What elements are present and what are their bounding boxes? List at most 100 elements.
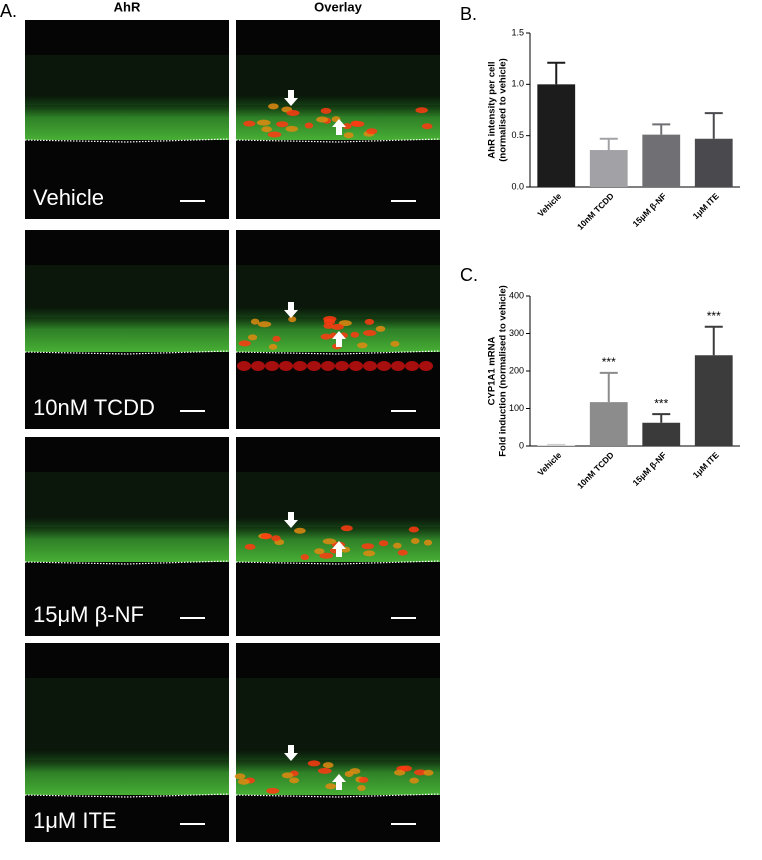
basement-line: [24, 350, 230, 355]
nucleus: [237, 361, 251, 371]
basement-line: [235, 138, 441, 143]
y-tick-label: 0: [519, 440, 524, 450]
nucleus: [285, 125, 298, 132]
x-tick-label: 10nM TCDD: [575, 450, 616, 491]
nucleus: [268, 343, 278, 350]
bar: [589, 150, 628, 187]
nucleus: [272, 335, 281, 342]
y-axis-label: CYP1A1 mRNA: [487, 337, 498, 406]
bar: [589, 402, 628, 446]
x-tick-label: 1μM ITE: [691, 450, 721, 480]
epithelium: [25, 95, 229, 140]
nucleus: [349, 361, 363, 371]
nucleus: [378, 540, 389, 547]
nucleus: [323, 322, 334, 329]
nucleus: [294, 527, 306, 534]
y-tick-label: 300: [509, 328, 524, 338]
y-axis-label: (normalised to vehicle): [498, 58, 509, 161]
nucleus: [410, 537, 420, 544]
nucleus: [322, 762, 334, 769]
nucleus: [393, 542, 402, 549]
bar: [537, 445, 576, 446]
nucleus: [320, 333, 332, 340]
nucleus: [293, 361, 307, 371]
nucleus: [257, 321, 272, 328]
nucleus: [265, 361, 279, 371]
nucleus: [266, 787, 280, 794]
basement-line: [235, 350, 441, 355]
nucleus: [423, 769, 434, 776]
nucleus: [267, 131, 282, 138]
nucleus: [237, 778, 250, 785]
nucleus: [322, 538, 337, 545]
arrow: [284, 512, 298, 528]
arrow: [332, 541, 346, 557]
y-tick-label: 0.0: [511, 181, 524, 191]
nucleus: [234, 773, 246, 780]
arrow: [332, 774, 346, 790]
y-tick-label: 200: [509, 365, 524, 375]
y-tick-label: 1.0: [511, 79, 524, 89]
x-tick-label: 15μM β-NF: [630, 450, 668, 488]
arrow: [284, 302, 298, 318]
tissue-layer: [25, 678, 229, 760]
nucleus: [276, 121, 289, 128]
y-tick-label: 1.5: [511, 27, 524, 37]
significance: ***: [654, 396, 668, 410]
basement-line: [24, 793, 230, 798]
nucleus: [307, 361, 321, 371]
x-tick-label: 1μM ITE: [691, 191, 721, 221]
epithelium: [25, 517, 229, 562]
y-tick-label: 0.5: [511, 130, 524, 140]
nucleus: [286, 110, 300, 117]
nucleus: [288, 316, 297, 323]
bar: [642, 134, 681, 187]
basement-line: [235, 560, 441, 565]
nucleus: [317, 767, 332, 774]
column-header: Overlay: [314, 0, 362, 14]
basement-line: [24, 138, 230, 143]
nucleus: [423, 539, 433, 546]
nucleus: [364, 318, 375, 325]
nucleus: [357, 342, 368, 349]
epithelium: [25, 750, 229, 795]
nucleus: [409, 777, 419, 784]
bar: [537, 84, 576, 187]
nucleus: [363, 330, 377, 337]
nucleus: [281, 772, 294, 779]
chart-title: B.: [460, 4, 477, 24]
chart-title: C.: [460, 265, 478, 285]
nucleus: [268, 103, 279, 110]
nucleus: [342, 123, 352, 130]
nucleus: [421, 123, 433, 130]
nucleus: [390, 340, 400, 347]
nucleus: [319, 552, 334, 559]
arrow: [332, 119, 346, 135]
nucleus: [377, 361, 391, 371]
nucleus: [251, 361, 265, 371]
nucleus: [391, 361, 405, 371]
x-tick-label: 15μM β-NF: [630, 191, 668, 229]
basement-line: [24, 560, 230, 565]
basement-line: [235, 793, 441, 798]
y-tick-label: 400: [509, 290, 524, 300]
arrow: [284, 90, 298, 106]
bar: [694, 138, 733, 187]
arrow: [284, 745, 298, 761]
nucleus: [256, 119, 271, 126]
nucleus: [375, 325, 386, 332]
condition-label: 10nM TCDD: [33, 395, 155, 420]
nucleus: [414, 769, 427, 776]
bar: [694, 355, 733, 446]
nucleus: [316, 116, 329, 123]
nucleus: [320, 107, 332, 114]
nucleus: [321, 361, 335, 371]
x-tick-label: Vehicle: [535, 450, 563, 478]
nucleus: [335, 361, 349, 371]
nucleus: [261, 126, 273, 133]
nucleus: [307, 760, 321, 767]
y-axis-label: Fold induction (normalised to vehicle): [498, 285, 509, 457]
x-tick-label: Vehicle: [535, 191, 563, 219]
significance: ***: [707, 309, 721, 323]
